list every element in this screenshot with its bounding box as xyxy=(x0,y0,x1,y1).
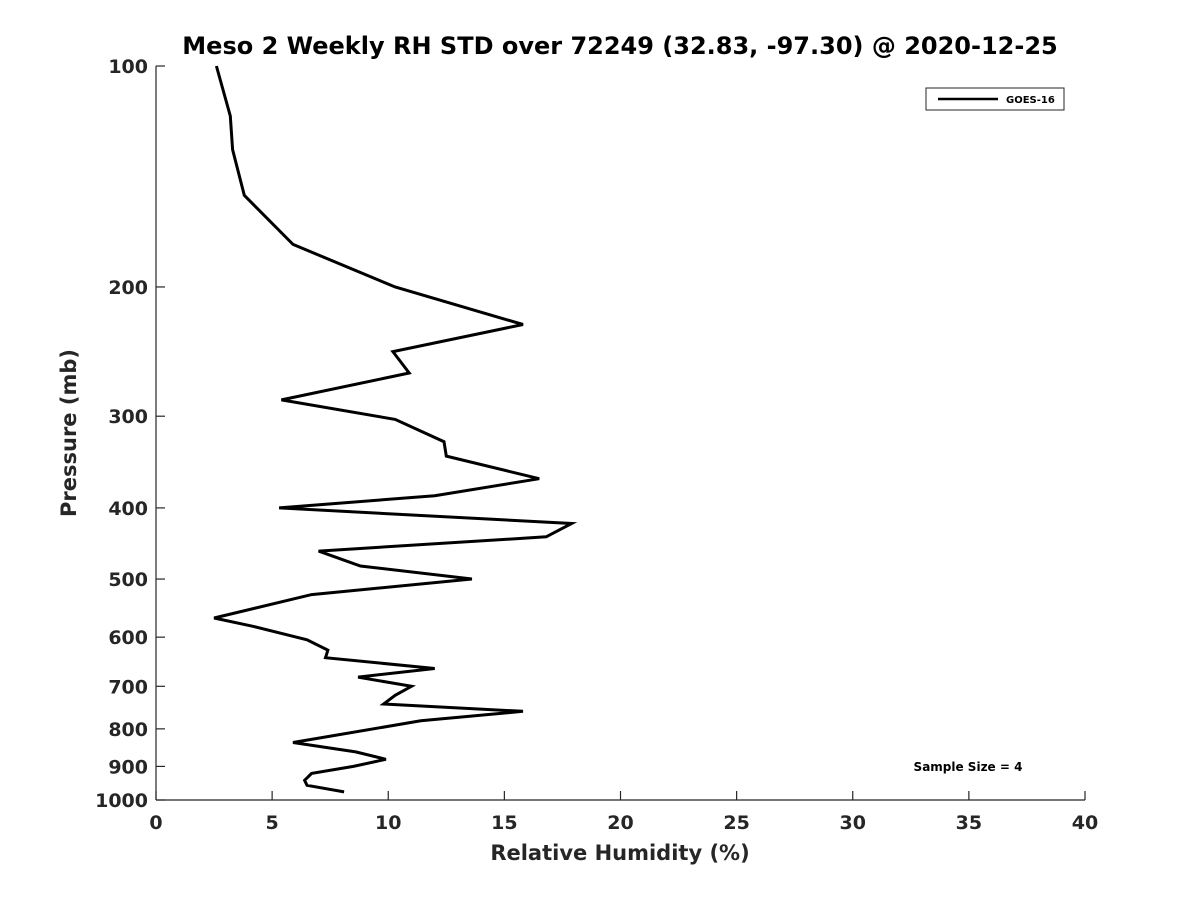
y-axis-label: Pressure (mb) xyxy=(57,349,81,517)
x-tick-label: 35 xyxy=(956,812,982,834)
series-group xyxy=(213,65,578,794)
y-tick-label: 400 xyxy=(108,498,148,520)
x-ticks: 0 5 10 15 20 25 30 35 40 xyxy=(149,791,1098,834)
y-tick-label: 300 xyxy=(108,406,148,428)
y-tick-label: 700 xyxy=(108,676,148,698)
x-tick-label: 20 xyxy=(607,812,633,834)
y-tick-label: 500 xyxy=(108,569,148,591)
legend-label-goes-16: GOES-16 xyxy=(1006,95,1055,106)
x-axis-label: Relative Humidity (%) xyxy=(490,841,749,865)
y-tick-label: 200 xyxy=(108,277,148,299)
x-tick-label: 30 xyxy=(840,812,866,834)
axes xyxy=(155,66,1085,801)
chart-title: Meso 2 Weekly RH STD over 72249 (32.83, … xyxy=(182,32,1057,60)
x-tick-label: 40 xyxy=(1072,812,1098,834)
y-tick-label: 600 xyxy=(108,627,148,649)
series-line-goes-16 xyxy=(213,65,578,794)
y-tick-label: 900 xyxy=(108,756,148,778)
x-tick-label: 0 xyxy=(149,812,162,834)
sample-size-annotation: Sample Size = 4 xyxy=(914,760,1023,774)
x-tick-label: 5 xyxy=(266,812,279,834)
y-tick-label: 100 xyxy=(108,56,148,78)
x-tick-label: 15 xyxy=(491,812,517,834)
y-tick-label: 800 xyxy=(108,719,148,741)
x-tick-label: 10 xyxy=(375,812,401,834)
x-tick-label: 25 xyxy=(723,812,749,834)
legend: GOES-16 xyxy=(925,87,1065,111)
y-ticks: 100 200 300 400 500 600 700 800 900 1000 xyxy=(95,56,165,812)
y-tick-label: 1000 xyxy=(95,790,148,812)
